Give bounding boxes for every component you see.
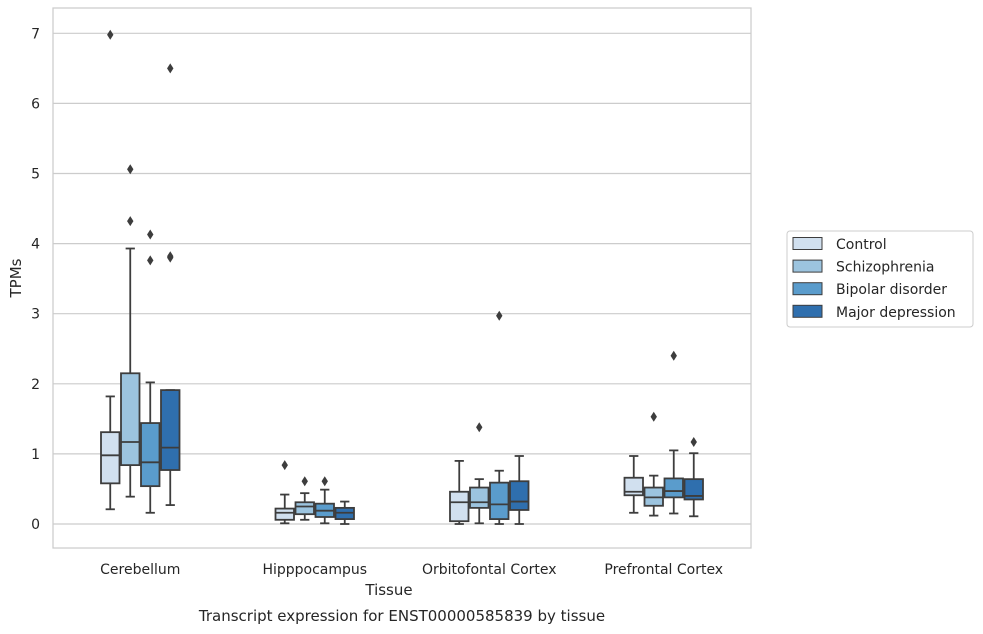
box-3-1: [449, 460, 470, 525]
legend-label-1: Control: [836, 237, 887, 253]
box-body: [294, 501, 315, 516]
y-tick-label-1: 1: [31, 447, 40, 463]
y-axis-label: TPMs: [7, 258, 25, 298]
box-body: [683, 478, 704, 501]
box-2-2: [294, 476, 315, 521]
outlier-point: [476, 422, 483, 433]
plot-frame: [52, 7, 752, 549]
outlier-point: [167, 63, 174, 74]
box-1-1: [100, 29, 121, 511]
legend-swatch-1: [792, 237, 823, 250]
box-body: [663, 477, 684, 499]
legend-label-3: Bipolar disorder: [836, 282, 947, 298]
legend-frame: [786, 230, 974, 328]
box-3-4: [509, 455, 530, 525]
box-body: [140, 422, 161, 488]
box-3-2: [469, 422, 490, 525]
y-tick-label-4: 4: [31, 237, 40, 253]
outlier-point: [107, 29, 114, 40]
box-4-4: [683, 436, 704, 518]
box-groups: [100, 29, 704, 525]
box-body: [100, 431, 121, 485]
x-axis-label: Tissue: [364, 581, 412, 599]
outlier-point: [281, 460, 288, 471]
outlier-point: [301, 476, 308, 487]
outlier-point: [147, 255, 154, 266]
legend-swatch-4: [792, 304, 823, 318]
box-body: [509, 480, 530, 511]
legend-label-4: Major depression: [836, 305, 956, 321]
box-1-3: [140, 229, 161, 514]
legend-label-2: Schizophrenia: [836, 260, 934, 276]
outlier-point: [127, 164, 134, 175]
box-body: [449, 490, 470, 523]
outlier-point: [496, 310, 503, 321]
y-tick-labels: 0 1 2 3 4 5 6 7: [31, 26, 40, 533]
chart-caption: Transcript expression for ENST0000058583…: [198, 607, 605, 625]
outlier-point: [690, 436, 697, 447]
outlier-point: [670, 350, 677, 361]
y-tick-label-3: 3: [31, 307, 40, 323]
x-tick-label-2: Hipppocampus: [262, 562, 367, 578]
x-tick-label-1: Cerebellum: [100, 562, 180, 578]
box-4-1: [623, 455, 644, 514]
y-tick-label-0: 0: [31, 517, 40, 533]
box-body: [160, 389, 181, 471]
box-body: [469, 486, 490, 509]
x-tick-label-3: Orbitofontal Cortex: [422, 562, 557, 578]
box-body: [274, 507, 295, 521]
outlier-point: [147, 229, 154, 240]
x-tick-labels: Cerebellum Hipppocampus Orbitofontal Corte…: [100, 562, 723, 578]
outlier-point: [321, 476, 328, 487]
box-3-3: [489, 310, 510, 525]
y-tick-label-2: 2: [31, 377, 40, 393]
box-body: [489, 481, 510, 520]
legend-swatch-3: [792, 282, 823, 296]
box-2-3: [314, 476, 335, 525]
legend-swatch-2: [792, 259, 823, 273]
outlier-point: [167, 251, 174, 262]
y-tick-label-5: 5: [31, 167, 40, 183]
box-1-2: [120, 164, 141, 498]
y-tick-label-6: 6: [31, 96, 40, 112]
box-2-1: [274, 460, 295, 525]
outlier-point: [650, 411, 657, 422]
x-tick-label-4: Prefrontal Cortex: [604, 562, 723, 578]
outlier-point: [127, 216, 134, 227]
box-4-3: [663, 350, 684, 515]
y-tick-label-7: 7: [31, 26, 40, 42]
legend: Control Schizophrenia Bipolar disorder Majo…: [786, 230, 974, 328]
box-4-2: [643, 411, 664, 517]
box-1-4: [160, 63, 181, 506]
box-2-4: [334, 500, 355, 525]
box-body: [120, 372, 141, 467]
